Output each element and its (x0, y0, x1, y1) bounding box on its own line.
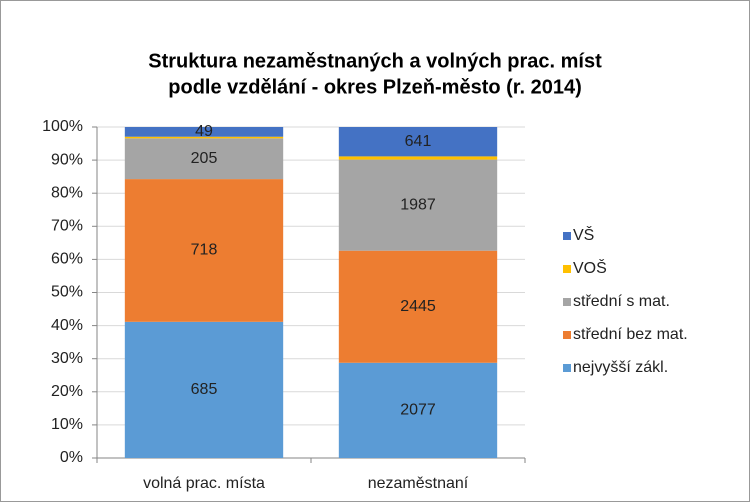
data-label: 2077 (400, 402, 436, 419)
legend-label: střední bez mat. (573, 326, 688, 343)
legend-swatch (563, 265, 571, 273)
data-label: 49 (195, 123, 213, 140)
bar-segment (338, 159, 498, 251)
data-label: 641 (405, 133, 432, 150)
y-tick-label: 40% (51, 317, 83, 334)
y-tick-label: 100% (42, 118, 83, 135)
bar-segment (124, 138, 284, 180)
y-tick-label: 20% (51, 383, 83, 400)
bar-segment (124, 136, 284, 139)
legend-swatch (563, 331, 571, 339)
legend-label: VOŠ (573, 258, 607, 277)
y-tick-label: 10% (51, 416, 83, 433)
data-label: 2445 (400, 298, 436, 315)
x-tick-label: nezaměstnaní (368, 475, 469, 492)
y-tick-label: 90% (51, 151, 83, 168)
y-tick-label: 50% (51, 284, 83, 301)
legend-swatch (563, 298, 571, 306)
bar-segment (124, 179, 284, 322)
legend-label: střední s mat. (573, 293, 670, 310)
legend-label: nejvyšší zákl. (573, 359, 668, 376)
bar-segment (124, 127, 284, 137)
data-label: 1987 (400, 196, 436, 213)
x-tick-label: volná prac. místa (143, 475, 265, 492)
y-tick-label: 60% (51, 251, 83, 268)
bar-segment (338, 127, 498, 157)
legend-swatch (563, 364, 571, 372)
legend-label: VŠ (573, 225, 594, 244)
y-tick-label: 0% (60, 449, 83, 466)
y-tick-label: 30% (51, 350, 83, 367)
bar-segment (338, 250, 498, 363)
data-label: 205 (191, 150, 218, 167)
data-label: 685 (191, 381, 218, 398)
bar-segment (338, 156, 498, 160)
data-label: 718 (191, 242, 218, 259)
chart-title: Struktura nezaměstnaných a volných prac.… (148, 50, 602, 72)
bar-segment (124, 321, 284, 458)
y-tick-label: 80% (51, 184, 83, 201)
y-tick-label: 70% (51, 218, 83, 235)
bar-segment (338, 362, 498, 458)
chart-title: podle vzdělání - okres Plzeň-město (r. 2… (168, 76, 581, 98)
legend-swatch (563, 232, 571, 240)
